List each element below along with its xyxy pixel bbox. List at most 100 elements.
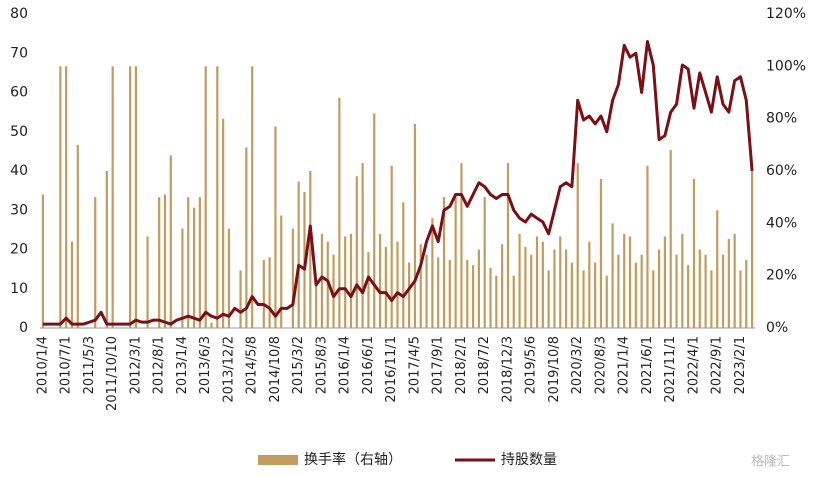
bar — [268, 257, 271, 328]
bar — [669, 150, 672, 328]
x-tick-label: 2021/6/1 — [640, 336, 655, 394]
bar — [158, 197, 161, 328]
bar — [623, 233, 626, 328]
bar — [727, 239, 730, 328]
x-tick-label: 2022/4/1 — [686, 336, 701, 394]
bar — [315, 286, 318, 328]
bar — [704, 254, 707, 328]
x-tick-label: 2022/9/1 — [710, 336, 725, 394]
bar — [657, 249, 661, 328]
bar — [617, 254, 620, 328]
bar — [309, 171, 312, 328]
legend-label: 持股数量 — [501, 452, 557, 468]
bar — [245, 147, 248, 328]
x-tick-label: 2016/6/1 — [361, 336, 376, 394]
x-tick-label: 2019/5/6 — [524, 336, 539, 394]
x-tick-label: 2014/5/8 — [245, 336, 260, 394]
bar — [146, 236, 149, 328]
x-tick-label: 2010/7/1 — [59, 336, 74, 394]
y-tick-label: 80 — [10, 6, 28, 22]
bar — [628, 236, 632, 328]
bar — [698, 249, 701, 328]
bar — [687, 265, 690, 328]
bar — [495, 275, 498, 328]
y-tick-label: 40 — [10, 163, 28, 179]
bar — [477, 249, 480, 328]
y2-tick-label: 60% — [766, 163, 797, 179]
x-tick-label: 2013/1/4 — [175, 336, 190, 394]
bar — [541, 241, 544, 328]
bar — [564, 249, 568, 328]
bar — [721, 254, 725, 328]
bar — [437, 257, 440, 328]
y-tick-label: 60 — [10, 85, 28, 101]
bar — [169, 155, 172, 328]
bar — [65, 66, 68, 328]
bar — [76, 144, 79, 328]
bar — [274, 126, 277, 329]
bar — [320, 233, 324, 328]
x-tick-label: 2023/2/1 — [733, 336, 748, 394]
bar — [396, 241, 399, 328]
bar — [198, 197, 201, 328]
bar — [111, 66, 114, 328]
bar — [413, 123, 417, 329]
bar — [291, 228, 294, 328]
bar — [408, 262, 411, 328]
bar — [588, 241, 591, 328]
bar — [739, 270, 742, 328]
bar — [570, 262, 573, 328]
bar — [227, 228, 231, 328]
bar — [518, 233, 521, 328]
bar — [576, 163, 579, 328]
bar — [611, 223, 614, 328]
bar — [681, 233, 684, 328]
bar — [716, 210, 719, 328]
y2-tick-label: 20% — [766, 268, 797, 284]
bar — [652, 270, 655, 328]
bar — [262, 259, 265, 328]
bar — [535, 236, 539, 328]
bar — [280, 215, 283, 328]
bar — [675, 254, 678, 328]
bar — [349, 233, 353, 328]
bar — [59, 66, 62, 328]
bar — [530, 254, 533, 328]
bar — [745, 259, 748, 328]
bar — [750, 171, 754, 328]
bar — [640, 254, 643, 328]
bar — [355, 176, 358, 328]
bar — [710, 270, 713, 328]
x-tick-label: 2011/5/3 — [82, 336, 97, 394]
x-tick-label: 2013/12/2 — [221, 336, 236, 403]
bar — [163, 194, 167, 328]
bar — [582, 270, 585, 328]
y-tick-label: 20 — [10, 242, 28, 258]
x-tick-label: 2020/3/2 — [570, 336, 585, 394]
bar — [181, 228, 184, 328]
bar — [733, 233, 736, 328]
y2-tick-label: 40% — [766, 215, 797, 231]
bar — [442, 197, 446, 328]
x-tick-label: 2013/6/3 — [198, 336, 213, 394]
x-tick-label: 2015/8/3 — [314, 336, 329, 394]
bar — [483, 197, 486, 328]
x-tick-label: 2020/8/3 — [593, 336, 608, 394]
x-tick-label: 2012/3/1 — [128, 336, 143, 394]
x-tick-label: 2012/8/1 — [152, 336, 167, 394]
bar — [460, 163, 463, 328]
bar — [599, 178, 603, 328]
watermark: 格隆汇 — [751, 454, 790, 470]
bar — [594, 262, 597, 328]
x-tick-label: 2015/3/2 — [291, 336, 306, 394]
bar — [553, 249, 556, 328]
bar — [646, 165, 649, 328]
bar — [419, 244, 422, 328]
bar — [344, 236, 347, 328]
bar — [471, 265, 475, 328]
x-tick-label: 2016/1/4 — [338, 336, 353, 394]
bar — [390, 165, 393, 328]
bar — [338, 97, 341, 328]
y2-tick-label: 120% — [766, 6, 806, 22]
bar — [105, 171, 108, 328]
